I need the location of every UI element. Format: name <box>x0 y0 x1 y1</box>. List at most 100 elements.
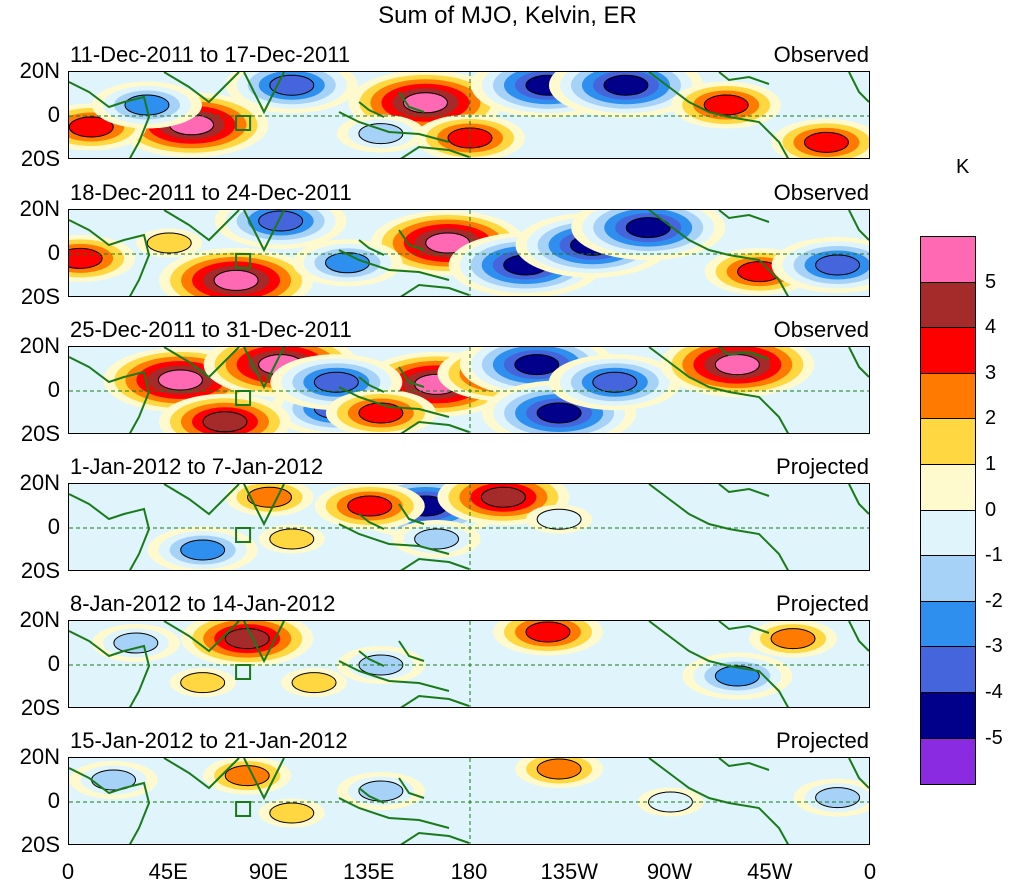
anomaly-contour <box>324 252 370 274</box>
colorbar-swatch <box>921 738 975 785</box>
coastline <box>243 347 285 390</box>
coastline <box>243 72 285 115</box>
panel-type-label: Projected <box>776 591 869 616</box>
coastline <box>718 210 770 223</box>
coastline <box>398 366 425 388</box>
coastline <box>400 420 470 433</box>
anomaly-contour <box>703 94 749 116</box>
heatmap-panel <box>68 346 870 434</box>
x-tick-label: 45W <box>747 859 793 884</box>
colorbar-label: 0 <box>985 498 997 521</box>
heatmap-panel <box>68 209 870 297</box>
coastline <box>338 386 450 418</box>
x-tick-label: 135W <box>540 859 598 884</box>
coastline <box>69 493 151 570</box>
anomaly-contour <box>69 116 114 138</box>
anomaly-contour <box>291 672 337 694</box>
coastline <box>69 81 151 158</box>
y-tick-label: 20S <box>20 558 60 583</box>
index-region-box <box>235 664 252 680</box>
anomaly-contour <box>514 354 560 376</box>
y-tick-label: 0 <box>47 377 60 402</box>
coastline <box>358 787 385 804</box>
anomaly-contour <box>714 354 760 376</box>
y-tick-label: 0 <box>47 102 60 127</box>
colorbar-swatch <box>921 647 975 693</box>
coastline <box>398 91 425 113</box>
colorbar <box>920 236 976 786</box>
panel-type-label: Observed <box>773 180 869 205</box>
panel-period-label: 18-Dec-2011 to 24-Dec-2011 <box>70 180 352 205</box>
index-region-box <box>235 115 252 131</box>
colorbar-swatch <box>921 510 975 557</box>
coastline <box>718 484 770 497</box>
coastline <box>400 283 470 296</box>
x-tick-label: 0 <box>61 859 75 884</box>
anomaly-contour <box>269 802 315 824</box>
anomaly-contour <box>146 232 192 254</box>
index-region-box <box>235 801 252 817</box>
anomaly-contour <box>180 672 226 694</box>
colorbar-swatch <box>921 601 975 648</box>
colorbar-label: 1 <box>985 453 997 475</box>
coastline <box>848 758 869 789</box>
index-region-box <box>235 527 252 543</box>
panel-type-label: Observed <box>773 317 869 342</box>
coastline <box>358 513 385 530</box>
anomaly-contour <box>803 131 849 153</box>
anomaly-contour <box>269 528 315 550</box>
coastline <box>848 72 869 103</box>
coastline <box>848 621 869 652</box>
anomaly-contour <box>414 528 460 550</box>
anomaly-contour <box>69 247 103 269</box>
coastline <box>400 557 470 570</box>
x-tick-label: 45E <box>148 859 188 884</box>
anomaly-contour <box>358 402 404 424</box>
anomaly-contour <box>525 621 571 643</box>
coastline <box>648 210 790 296</box>
coastline <box>69 219 151 296</box>
heatmap-panel <box>68 757 870 845</box>
colorbar-swatch <box>921 237 975 283</box>
colorbar-label: -2 <box>985 589 1003 612</box>
colorbar-swatch <box>921 419 975 465</box>
coastline <box>163 758 240 790</box>
colorbar-swatch <box>921 692 975 739</box>
heatmap-svg <box>69 347 869 433</box>
colorbar-unit: K <box>956 156 970 178</box>
heatmap-panel <box>68 71 870 159</box>
coastline <box>69 356 151 433</box>
coastline <box>163 210 240 242</box>
x-tick-label: 90E <box>248 859 289 884</box>
index-region-box <box>235 390 252 406</box>
heatmap-svg <box>69 758 869 844</box>
y-tick-label: 20N <box>19 58 60 83</box>
coastline <box>400 694 470 707</box>
panel-period-label: 8-Jan-2012 to 14-Jan-2012 <box>70 591 336 616</box>
colorbar-label: -1 <box>985 544 1003 567</box>
coastline <box>358 650 385 667</box>
anomaly-contour <box>157 369 203 391</box>
y-tick-label: 0 <box>47 651 60 676</box>
y-tick-label: 20S <box>20 832 60 857</box>
heatmap-svg <box>69 484 869 570</box>
coastline <box>69 767 151 844</box>
anomaly-contour <box>714 665 760 687</box>
x-tick-label: 135E <box>343 859 395 884</box>
anomaly-contour <box>815 254 861 276</box>
panel-type-label: Projected <box>776 728 869 753</box>
coastline <box>163 72 240 104</box>
index-region-box <box>235 253 252 269</box>
colorbar-label: 2 <box>985 407 997 430</box>
coastline <box>163 484 240 516</box>
anomaly-contour <box>113 632 159 654</box>
coastline <box>338 797 450 829</box>
anomaly-contour <box>358 780 404 802</box>
heatmap-panel <box>68 483 870 571</box>
anomaly-contour <box>770 628 816 650</box>
colorbar-label: -5 <box>985 726 1003 749</box>
colorbar-swatch <box>921 328 975 374</box>
coastline <box>398 640 425 662</box>
coastline <box>648 621 790 707</box>
anomaly-contour <box>202 411 248 433</box>
